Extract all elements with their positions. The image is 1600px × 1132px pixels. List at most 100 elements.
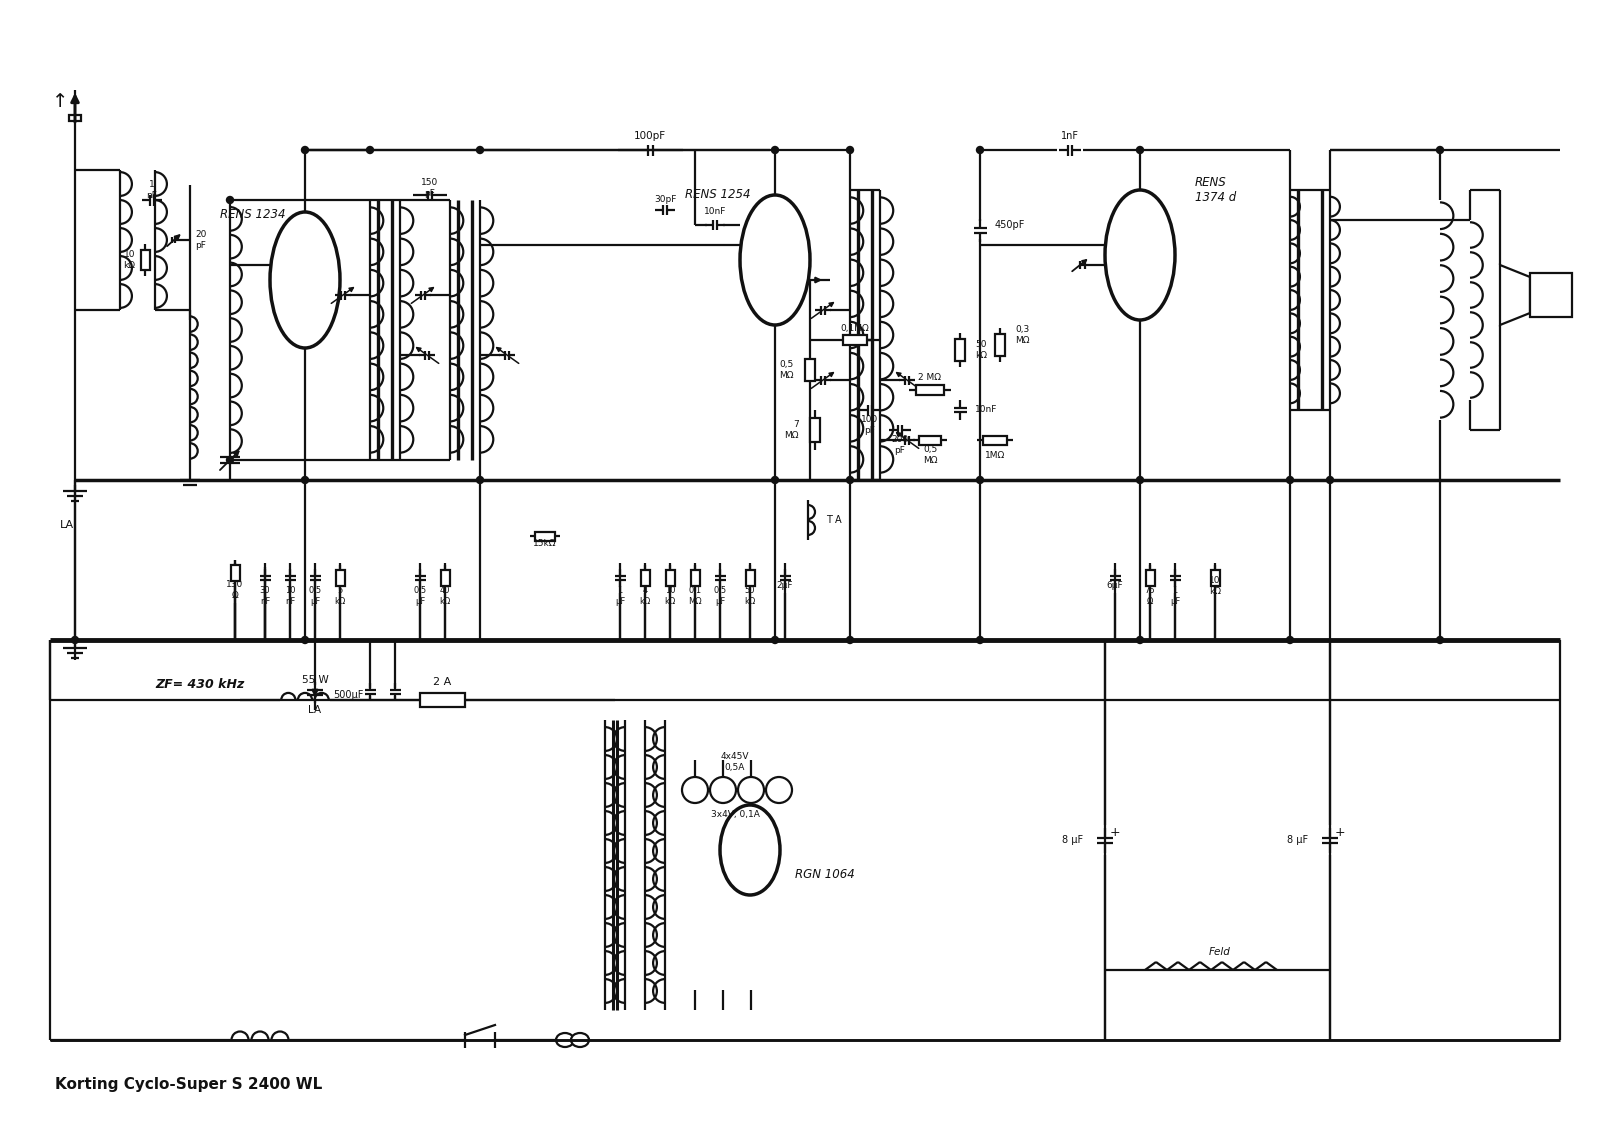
Bar xyxy=(69,115,82,121)
Ellipse shape xyxy=(1106,190,1174,320)
Bar xyxy=(640,571,650,586)
Text: 200
pF: 200 pF xyxy=(891,436,909,455)
Circle shape xyxy=(1437,146,1443,154)
Text: 130
Ω: 130 Ω xyxy=(226,581,243,600)
Text: 4x45V
0,5A: 4x45V 0,5A xyxy=(720,753,749,772)
Text: 3x4V, 0,1A: 3x4V, 0,1A xyxy=(710,811,760,820)
Text: 100
pF: 100 pF xyxy=(861,415,878,435)
Text: 150
pF: 150 pF xyxy=(421,179,438,198)
Circle shape xyxy=(301,636,309,643)
Circle shape xyxy=(72,636,78,643)
Circle shape xyxy=(477,477,483,483)
Ellipse shape xyxy=(571,1034,589,1047)
Text: 30
nF: 30 nF xyxy=(259,586,270,606)
Text: 0,5
μF: 0,5 μF xyxy=(413,586,427,606)
Circle shape xyxy=(1437,636,1443,643)
Text: 0,1
MΩ: 0,1 MΩ xyxy=(688,586,702,606)
Text: 1
μF: 1 μF xyxy=(1170,586,1181,606)
Text: 30pF: 30pF xyxy=(654,196,677,205)
Text: 1
μF: 1 μF xyxy=(614,586,626,606)
Circle shape xyxy=(771,477,779,483)
Ellipse shape xyxy=(720,805,781,895)
Bar xyxy=(843,335,867,345)
Text: 40
kΩ: 40 kΩ xyxy=(440,586,451,606)
Text: 8 μF: 8 μF xyxy=(1286,835,1309,844)
Text: Korting Cyclo-Super S 2400 WL: Korting Cyclo-Super S 2400 WL xyxy=(54,1078,322,1092)
Text: 1
nF: 1 nF xyxy=(147,180,157,199)
Polygon shape xyxy=(1501,265,1530,325)
Text: 1MΩ: 1MΩ xyxy=(986,451,1005,460)
Circle shape xyxy=(682,777,707,803)
Circle shape xyxy=(771,636,779,643)
Text: 10
kΩ: 10 kΩ xyxy=(664,586,675,606)
Text: 0,5
MΩ: 0,5 MΩ xyxy=(923,445,938,465)
Text: 55 W: 55 W xyxy=(302,675,328,685)
Circle shape xyxy=(227,197,234,204)
Bar xyxy=(419,693,466,708)
Bar xyxy=(1211,571,1219,586)
Text: +: + xyxy=(1110,825,1120,839)
Circle shape xyxy=(846,146,853,154)
Circle shape xyxy=(1136,477,1144,483)
Bar xyxy=(982,436,1006,445)
Bar xyxy=(805,359,814,381)
Circle shape xyxy=(301,146,309,154)
Text: T A: T A xyxy=(826,515,842,525)
Bar xyxy=(666,571,675,586)
Text: 0,5
μF: 0,5 μF xyxy=(309,586,322,606)
Text: 5
kΩ: 5 kΩ xyxy=(334,586,346,606)
Text: ZF= 430 kHz: ZF= 430 kHz xyxy=(155,678,245,692)
Circle shape xyxy=(710,777,736,803)
Bar xyxy=(534,532,555,540)
Circle shape xyxy=(846,636,853,643)
Text: 75
Ω: 75 Ω xyxy=(1144,586,1155,606)
Text: 2 MΩ: 2 MΩ xyxy=(918,374,941,383)
Bar xyxy=(1530,273,1571,317)
Text: 4
kΩ: 4 kΩ xyxy=(640,586,651,606)
Text: 10
kΩ: 10 kΩ xyxy=(1210,576,1221,595)
Text: 0,3
MΩ: 0,3 MΩ xyxy=(1014,325,1029,345)
Text: 50
kΩ: 50 kΩ xyxy=(744,586,755,606)
Text: 0,1MΩ: 0,1MΩ xyxy=(840,324,869,333)
Circle shape xyxy=(1326,477,1333,483)
Text: 20
pF: 20 pF xyxy=(195,230,206,250)
Circle shape xyxy=(1136,146,1144,154)
Text: 10
kΩ: 10 kΩ xyxy=(123,250,134,269)
Bar xyxy=(141,250,149,271)
Text: RENS 1254: RENS 1254 xyxy=(685,189,750,201)
Circle shape xyxy=(366,146,373,154)
Text: 8 μF: 8 μF xyxy=(1062,835,1083,844)
Text: 100pF: 100pF xyxy=(634,131,666,142)
Bar xyxy=(336,571,344,586)
Text: Feld: Feld xyxy=(1210,947,1230,957)
Circle shape xyxy=(738,777,765,803)
Text: 10
nF: 10 nF xyxy=(285,586,296,606)
Text: RENS 1234: RENS 1234 xyxy=(221,208,285,222)
Text: 1nF: 1nF xyxy=(1061,131,1078,142)
Circle shape xyxy=(227,456,234,463)
Circle shape xyxy=(1286,477,1293,483)
Circle shape xyxy=(1286,636,1293,643)
Bar xyxy=(995,334,1005,355)
Text: 10nF: 10nF xyxy=(704,207,726,216)
Text: 50
kΩ: 50 kΩ xyxy=(974,341,987,360)
Circle shape xyxy=(846,477,853,483)
Circle shape xyxy=(301,477,309,483)
Circle shape xyxy=(976,146,984,154)
Bar xyxy=(691,571,699,586)
Bar xyxy=(1146,571,1155,586)
Circle shape xyxy=(771,146,779,154)
Text: 2 A: 2 A xyxy=(434,677,451,687)
Ellipse shape xyxy=(739,195,810,325)
Text: 15kΩ: 15kΩ xyxy=(533,539,557,548)
Text: +: + xyxy=(1334,825,1346,839)
Bar xyxy=(230,565,240,581)
Text: 7
MΩ: 7 MΩ xyxy=(784,420,798,439)
Text: LA: LA xyxy=(59,520,74,530)
Text: RGN 1064: RGN 1064 xyxy=(795,868,854,882)
Text: 500μF: 500μF xyxy=(333,691,363,700)
Text: RENS
1374 d: RENS 1374 d xyxy=(1195,175,1237,204)
Ellipse shape xyxy=(270,212,339,348)
Bar xyxy=(955,338,965,361)
Bar xyxy=(440,571,450,586)
